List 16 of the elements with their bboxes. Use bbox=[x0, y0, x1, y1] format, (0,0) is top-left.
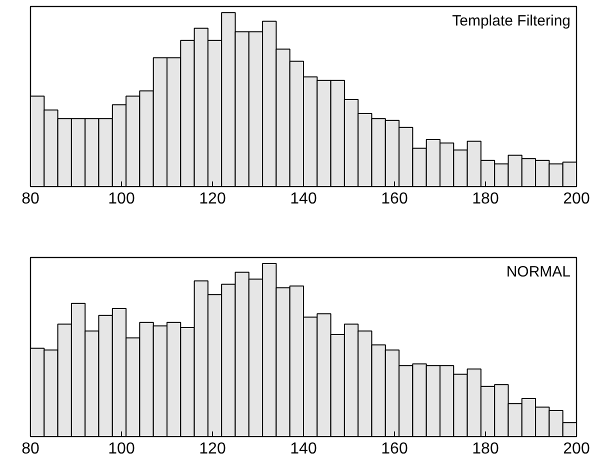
x-tick-label: 80 bbox=[22, 190, 40, 208]
x-tick-label: 100 bbox=[108, 440, 135, 458]
x-tick-label: 80 bbox=[22, 440, 40, 458]
x-tick-label: 120 bbox=[199, 190, 226, 208]
x-tick-label: 140 bbox=[290, 440, 317, 458]
x-tick-label: 180 bbox=[472, 440, 499, 458]
x-tick-label: 180 bbox=[472, 190, 499, 208]
annotation: NORMAL bbox=[506, 264, 571, 280]
x-tick-label: 200 bbox=[563, 190, 590, 208]
x-tick-label: 120 bbox=[199, 440, 226, 458]
x-tick-label: 100 bbox=[108, 190, 135, 208]
x-tick-label: 140 bbox=[290, 190, 317, 208]
x-tick-label: 160 bbox=[381, 440, 408, 458]
annotation: Template Filtering bbox=[452, 12, 571, 30]
x-tick-label: 200 bbox=[563, 440, 590, 458]
x-tick-label: 160 bbox=[381, 190, 408, 208]
